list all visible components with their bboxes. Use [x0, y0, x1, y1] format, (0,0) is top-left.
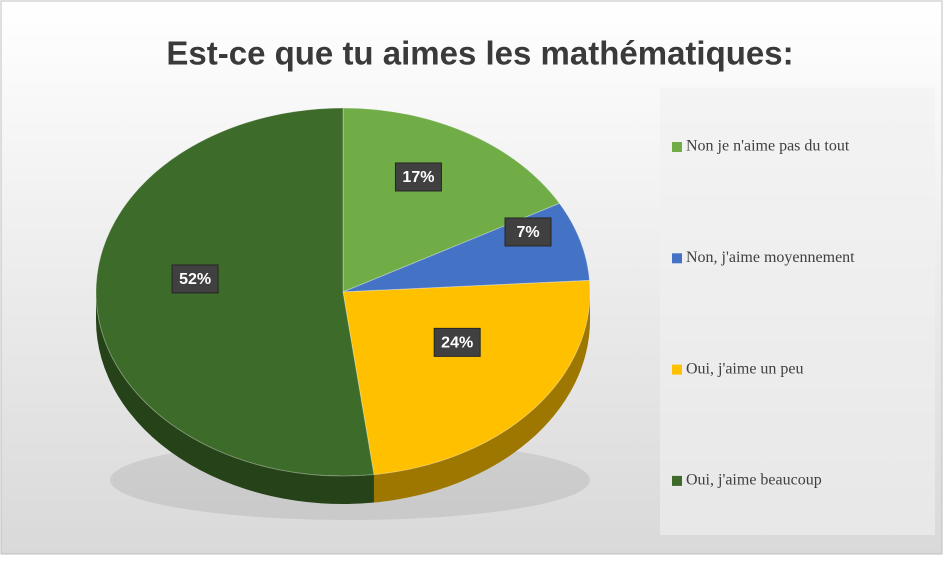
data-label-box — [171, 264, 219, 294]
chart-title: Est-ce que tu aimes les mathématiques: — [166, 35, 793, 72]
legend-swatch — [672, 364, 682, 375]
legend-label: Non je n'aime pas du tout — [686, 138, 850, 155]
legend-label: Oui, j'aime beaucoup — [686, 472, 822, 489]
data-label: 52% — [179, 271, 211, 288]
pie-slice-side — [373, 292, 590, 503]
data-label-box — [504, 217, 552, 247]
data-label-box — [433, 327, 481, 357]
pie-slice — [342, 107, 561, 293]
pie-slice-side — [96, 292, 374, 505]
data-label: 17% — [402, 169, 434, 186]
pie-slice — [95, 107, 375, 477]
legend-box — [660, 88, 935, 535]
data-label: 7% — [516, 224, 539, 241]
legend-swatch — [672, 142, 682, 152]
data-label-box — [394, 162, 442, 192]
legend-label: Oui, j'aime un peu — [686, 360, 804, 377]
legend-swatch — [672, 475, 682, 486]
legend-label: Non, j'aime moyennement — [686, 249, 855, 266]
legend-swatch — [672, 253, 682, 264]
pie-slice — [342, 279, 591, 476]
data-label: 24% — [441, 335, 473, 352]
